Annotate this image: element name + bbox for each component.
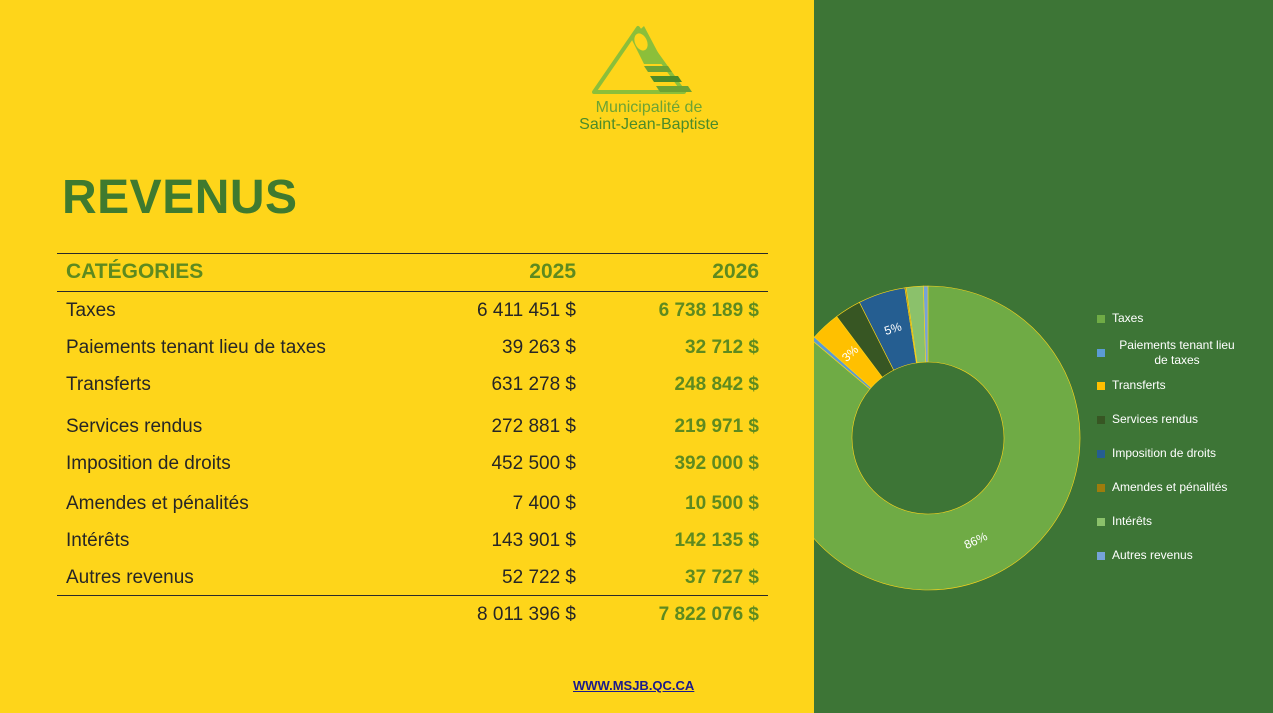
legend-item-autres: Autres revenus <box>1097 548 1267 563</box>
legend-label: Services rendus <box>1112 412 1199 426</box>
row-2026: 219 971 $ <box>674 416 759 437</box>
row-2025: 7 400 $ <box>512 493 576 514</box>
total-2025: 8 011 396 $ <box>477 604 576 625</box>
header-2026: 2026 <box>712 260 759 283</box>
table-row: Imposition de droits 452 500 $ 392 000 $ <box>57 446 768 482</box>
legend-label: Autres revenus <box>1112 548 1193 562</box>
row-category: Imposition de droits <box>66 453 231 474</box>
row-category: Paiements tenant lieu de taxes <box>66 337 326 358</box>
logo-text-line1: Municipalité de <box>595 99 703 116</box>
row-category: Taxes <box>66 300 116 321</box>
legend-label: Imposition de droits <box>1112 446 1217 460</box>
mountain-logo-icon <box>592 26 692 94</box>
row-2025: 52 722 $ <box>502 567 576 588</box>
legend-item-taxes: Taxes <box>1097 311 1267 326</box>
legend-label: Transferts <box>1112 378 1166 392</box>
municipality-logo: Municipalité de Saint-Jean-Baptiste <box>556 24 742 136</box>
legend-item-transferts: Transferts <box>1097 378 1267 393</box>
legend-item-paiements: Paiements tenant lieu de taxes <box>1097 338 1267 368</box>
row-2025: 272 881 $ <box>491 416 576 437</box>
row-2026: 142 135 $ <box>674 530 759 551</box>
table-row: Services rendus 272 881 $ 219 971 $ <box>57 409 768 445</box>
table-total-rule <box>57 595 768 596</box>
row-2026: 248 842 $ <box>674 374 759 395</box>
donut-label-imposition: 5% <box>883 319 904 338</box>
table-top-rule <box>57 253 768 254</box>
row-2026: 37 727 $ <box>685 567 759 588</box>
legend-swatch <box>1097 381 1105 390</box>
table-total-row: 8 011 396 $ 7 822 076 $ <box>57 597 768 633</box>
legend-swatch <box>1097 415 1105 424</box>
row-2025: 6 411 451 $ <box>477 300 576 321</box>
legend-label: Intérêts <box>1112 514 1153 528</box>
table-row: Autres revenus 52 722 $ 37 727 $ <box>57 560 768 596</box>
row-category: Intérêts <box>66 530 130 551</box>
donut-slice-taxes <box>814 285 1081 591</box>
website-link[interactable]: WWW.MSJB.QC.CA <box>573 678 695 693</box>
row-2026: 392 000 $ <box>674 453 759 474</box>
table-row: Taxes 6 411 451 $ 6 738 189 $ <box>57 293 768 329</box>
row-2025: 143 901 $ <box>491 530 576 551</box>
table-row: Transferts 631 278 $ 248 842 $ <box>57 367 768 403</box>
legend-swatch <box>1097 517 1105 526</box>
row-2026: 32 712 $ <box>685 337 759 358</box>
table-row: Amendes et pénalités 7 400 $ 10 500 $ <box>57 486 768 522</box>
legend-label: Taxes <box>1112 311 1144 325</box>
row-category: Amendes et pénalités <box>66 493 249 514</box>
legend-swatch <box>1097 483 1105 492</box>
legend-swatch <box>1097 449 1105 458</box>
donut-slice-autres <box>923 285 929 363</box>
row-2025: 452 500 $ <box>491 453 576 474</box>
header-categories: CATÉGORIES <box>66 260 204 283</box>
row-category: Services rendus <box>66 416 203 437</box>
row-2026: 6 738 189 $ <box>658 300 759 321</box>
legend-item-amendes: Amendes et pénalités <box>1097 480 1267 495</box>
page-title: REVENUS <box>62 171 298 224</box>
legend-item-imposition: Imposition de droits <box>1097 446 1267 461</box>
table-row: Paiements tenant lieu de taxes 39 263 $ … <box>57 330 768 366</box>
logo-text-line2: Saint-Jean-Baptiste <box>579 116 719 133</box>
legend-item-interets: Intérêts <box>1097 514 1267 529</box>
row-category: Autres revenus <box>66 567 194 588</box>
table-header-rule <box>57 291 768 292</box>
revenue-donut-chart: 86%3%5% <box>814 285 1081 591</box>
row-category: Transferts <box>66 374 151 395</box>
legend-label: Amendes et pénalités <box>1112 480 1228 494</box>
table-row: Intérêts 143 901 $ 142 135 $ <box>57 523 768 559</box>
legend-swatch <box>1097 349 1105 357</box>
legend-label: Paiements tenant lieu de taxes <box>1119 338 1235 367</box>
row-2026: 10 500 $ <box>685 493 759 514</box>
row-2025: 39 263 $ <box>502 337 576 358</box>
legend-item-services: Services rendus <box>1097 412 1267 427</box>
legend-swatch <box>1097 314 1105 323</box>
total-2026: 7 822 076 $ <box>658 604 759 625</box>
legend-swatch <box>1097 551 1105 560</box>
left-panel <box>0 0 814 713</box>
row-2025: 631 278 $ <box>491 374 576 395</box>
table-header: CATÉGORIES 2025 2026 <box>57 254 768 290</box>
header-2025: 2025 <box>529 260 576 283</box>
